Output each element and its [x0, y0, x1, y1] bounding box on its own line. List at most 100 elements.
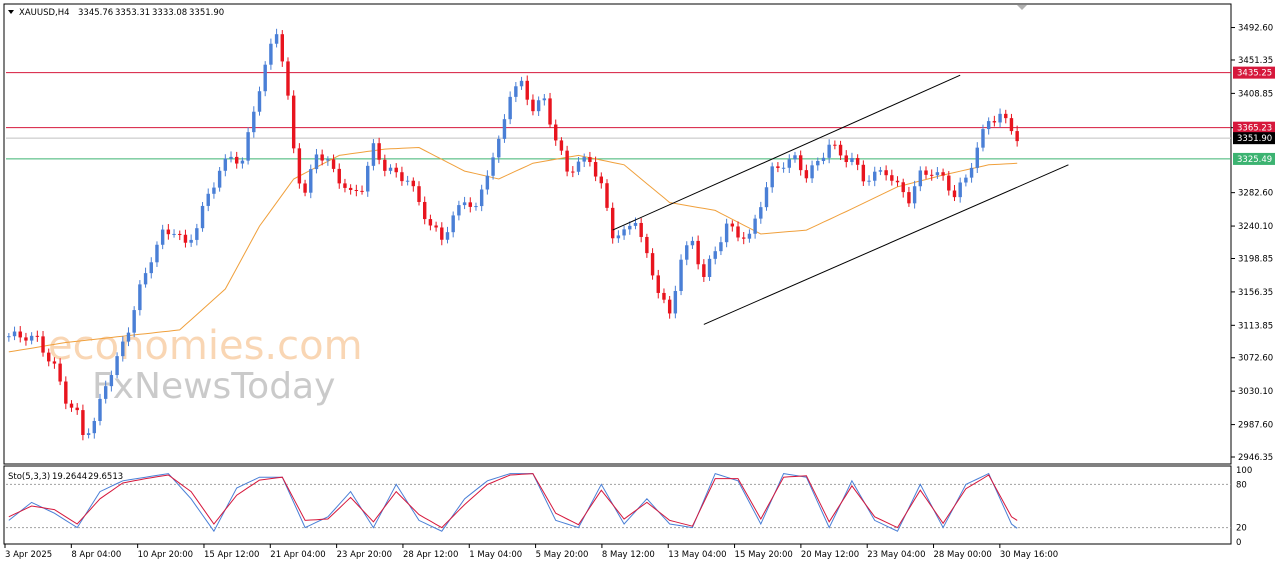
candle-body — [103, 386, 108, 399]
candle-body — [929, 174, 934, 176]
candle-body — [47, 352, 51, 362]
candle-body — [360, 190, 364, 192]
candle-body — [610, 207, 615, 239]
candle-body — [531, 99, 535, 112]
candle-body — [1015, 131, 1019, 142]
candle-body — [354, 189, 359, 191]
candle-body — [650, 253, 655, 276]
x-tick-label: 23 Apr 20:00 — [337, 550, 392, 560]
candle-body — [428, 219, 433, 226]
candle-body — [924, 170, 928, 175]
candle-body — [160, 229, 165, 245]
candle-body — [935, 172, 940, 176]
candle-body — [81, 410, 85, 435]
stoch-d-value: 29.6513 — [88, 472, 123, 482]
candle-body — [810, 165, 814, 179]
candle-body — [508, 96, 512, 120]
ohlc-close: 3351.90 — [189, 8, 224, 18]
y-tick-label: 2987.60 — [1238, 421, 1273, 431]
candle-body — [280, 34, 284, 62]
candle-body — [1009, 118, 1014, 132]
candle-body — [383, 159, 387, 171]
candle-body — [132, 310, 136, 333]
channel-upper-line — [612, 74, 961, 231]
candle-body — [844, 155, 848, 163]
x-tick-label: 15 May 20:00 — [735, 550, 793, 560]
candle-body — [200, 205, 205, 229]
candle-body — [588, 157, 592, 163]
moving-average-line — [8, 146, 1018, 353]
candle-body — [947, 175, 951, 191]
candle-body — [969, 167, 974, 178]
candle-body — [468, 202, 472, 207]
candle-body — [64, 381, 68, 404]
candle-body — [685, 245, 689, 260]
watermark: economies.com FxNewsToday — [48, 323, 363, 407]
candle-body — [405, 180, 410, 182]
candle-body — [92, 420, 97, 434]
candle-body — [559, 140, 564, 151]
ohlc-low: 3333.08 — [152, 8, 187, 18]
candle-body — [912, 186, 917, 204]
candle-body — [388, 167, 393, 171]
candle-body — [975, 147, 979, 168]
candle-body — [861, 164, 866, 182]
candle-body — [18, 331, 22, 338]
candle-body — [286, 61, 290, 96]
x-tick-label: 1 May 04:00 — [469, 550, 522, 560]
candle-body — [838, 144, 843, 156]
candle-body — [895, 180, 900, 183]
candle-body — [229, 156, 233, 159]
candle-body — [719, 242, 723, 252]
candle-body — [206, 193, 210, 206]
x-tick-label: 30 May 16:00 — [1000, 550, 1058, 560]
price-tag-bg — [1233, 121, 1275, 134]
candle-body — [411, 180, 416, 187]
candle-body — [850, 158, 854, 163]
candle-body — [696, 240, 700, 265]
candle-body — [793, 155, 797, 160]
candle-body — [394, 167, 398, 173]
candle-body — [536, 100, 541, 112]
candle-body — [571, 171, 575, 173]
candle-body — [178, 233, 182, 235]
candle-body — [742, 237, 746, 239]
candle-body — [981, 129, 985, 148]
candle-body — [7, 336, 11, 338]
candle-body — [884, 170, 888, 176]
candle-body — [143, 273, 148, 285]
candle-body — [462, 202, 467, 206]
candle-body — [662, 292, 666, 300]
candle-body — [645, 236, 649, 254]
candle-body — [730, 223, 735, 227]
candle-body — [656, 275, 660, 293]
candle-body — [457, 205, 461, 216]
price-tag-label: 3325.49 — [1237, 155, 1272, 165]
candle-body — [992, 121, 997, 123]
scroll-marker-icon[interactable] — [1017, 5, 1027, 10]
candle-body — [798, 155, 803, 171]
candle-body — [707, 258, 712, 277]
candle-body — [593, 162, 598, 177]
candle-body — [348, 187, 353, 190]
price-tag-bg — [1233, 66, 1275, 79]
candle-body — [542, 98, 547, 101]
candle-body — [759, 207, 763, 219]
candle-body — [713, 251, 717, 259]
candle-body — [109, 375, 114, 387]
symbol-label: XAUUSD,H4 — [19, 8, 70, 18]
x-tick-label: 28 Apr 12:00 — [403, 550, 458, 560]
candle-body — [548, 98, 552, 125]
candle-body — [781, 167, 786, 169]
x-tick-label: 3 Apr 2025 — [5, 550, 52, 560]
candle-body — [998, 113, 1002, 123]
candle-body — [172, 233, 176, 235]
candle-body — [451, 215, 455, 233]
candle-body — [776, 166, 780, 168]
candle-body — [417, 186, 421, 202]
stoch-label: Sto(5,3,3) — [8, 472, 50, 482]
x-tick-label: 10 Apr 20:00 — [138, 550, 193, 560]
candle-body — [257, 91, 262, 112]
collapse-triangle-icon[interactable] — [8, 10, 14, 14]
candle-body — [263, 64, 267, 92]
